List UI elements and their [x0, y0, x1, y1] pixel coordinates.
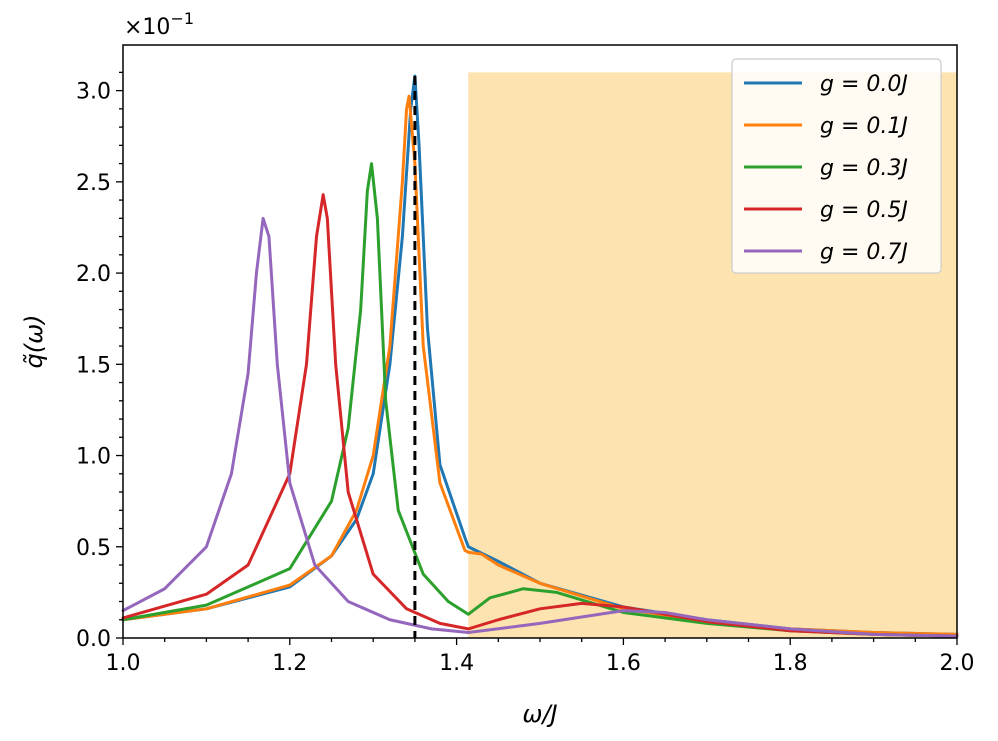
- legend-label: g = 0.5J: [820, 198, 908, 223]
- x-tick-label: 2.0: [940, 651, 975, 676]
- legend-label: g = 0.3J: [820, 156, 908, 181]
- series-lines-layer: [121, 74, 959, 638]
- x-axis-label: ω/J: [522, 700, 557, 728]
- series-line-4: [121, 216, 959, 638]
- x-tick-label: 1.2: [272, 651, 307, 676]
- x-tick-label: 1.0: [106, 651, 141, 676]
- series-line-2: [121, 162, 959, 638]
- y-tick-label: 0.0: [76, 627, 111, 652]
- y-offset-base: ×10: [124, 15, 170, 40]
- y-tick-label: 1.5: [76, 353, 111, 378]
- legend-box: [731, 58, 942, 274]
- series-line-3: [121, 193, 959, 638]
- x-tick-label: 1.6: [606, 651, 641, 676]
- x-tick-label: 1.8: [773, 651, 808, 676]
- legend-label: g = 0.1J: [820, 114, 908, 139]
- y-tick-label: 1.0: [76, 445, 111, 470]
- y-tick-label: 0.5: [76, 536, 111, 561]
- y-axis-label: q̃(ω): [20, 314, 48, 368]
- legend-label: g = 0.7J: [820, 240, 908, 265]
- y-tick-label: 2.0: [76, 262, 111, 287]
- y-tick-label: 3.0: [76, 80, 111, 105]
- x-tick-label: 1.4: [439, 651, 474, 676]
- x-ticks-layer: 1.0 1.2 1.4 1.6 1.8 2.0: [106, 638, 975, 676]
- legend: g = 0.0J g = 0.1J g = 0.3J g = 0.5J g = 0.7J: [731, 58, 942, 274]
- y-offset-exponent: −1: [170, 9, 194, 28]
- y-axis-offset-label: ×10−1: [124, 9, 194, 40]
- y-tick-label: 2.5: [76, 171, 111, 196]
- legend-label: g = 0.0J: [820, 72, 908, 97]
- y-ticks-layer: 0.0 0.5 1.0 1.5 2.0 2.5 3.0: [76, 71, 123, 652]
